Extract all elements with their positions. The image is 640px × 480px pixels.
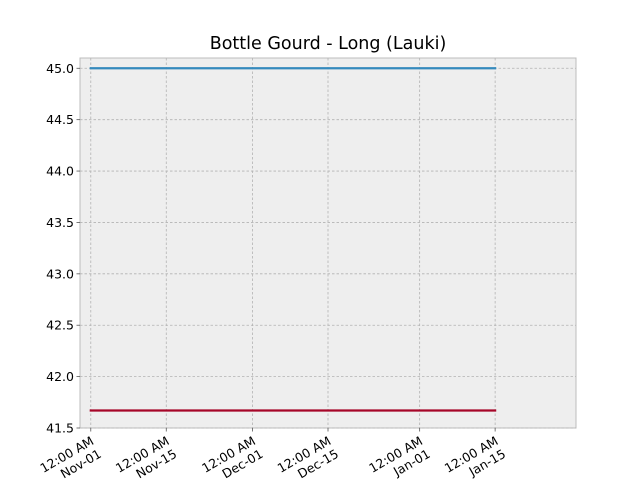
y-tick-label: 44.0 (46, 164, 74, 179)
y-tick-label: 41.5 (46, 421, 74, 436)
series-lines (89, 67, 497, 412)
y-tick-label: 42.5 (46, 318, 74, 333)
y-tick-label: 45.0 (46, 61, 74, 76)
y-axis-ticks: 41.5 42.0 42.5 43.0 43.5 44.0 44.5 45.0 (46, 61, 80, 436)
y-tick-label: 43.0 (46, 266, 74, 281)
chart-title: Bottle Gourd - Long (Lauki) (210, 34, 447, 54)
y-tick-label: 42.0 (46, 369, 74, 384)
grid-lines (80, 58, 576, 429)
y-tick-label: 44.5 (46, 112, 74, 127)
y-tick-label: 43.5 (46, 215, 74, 230)
